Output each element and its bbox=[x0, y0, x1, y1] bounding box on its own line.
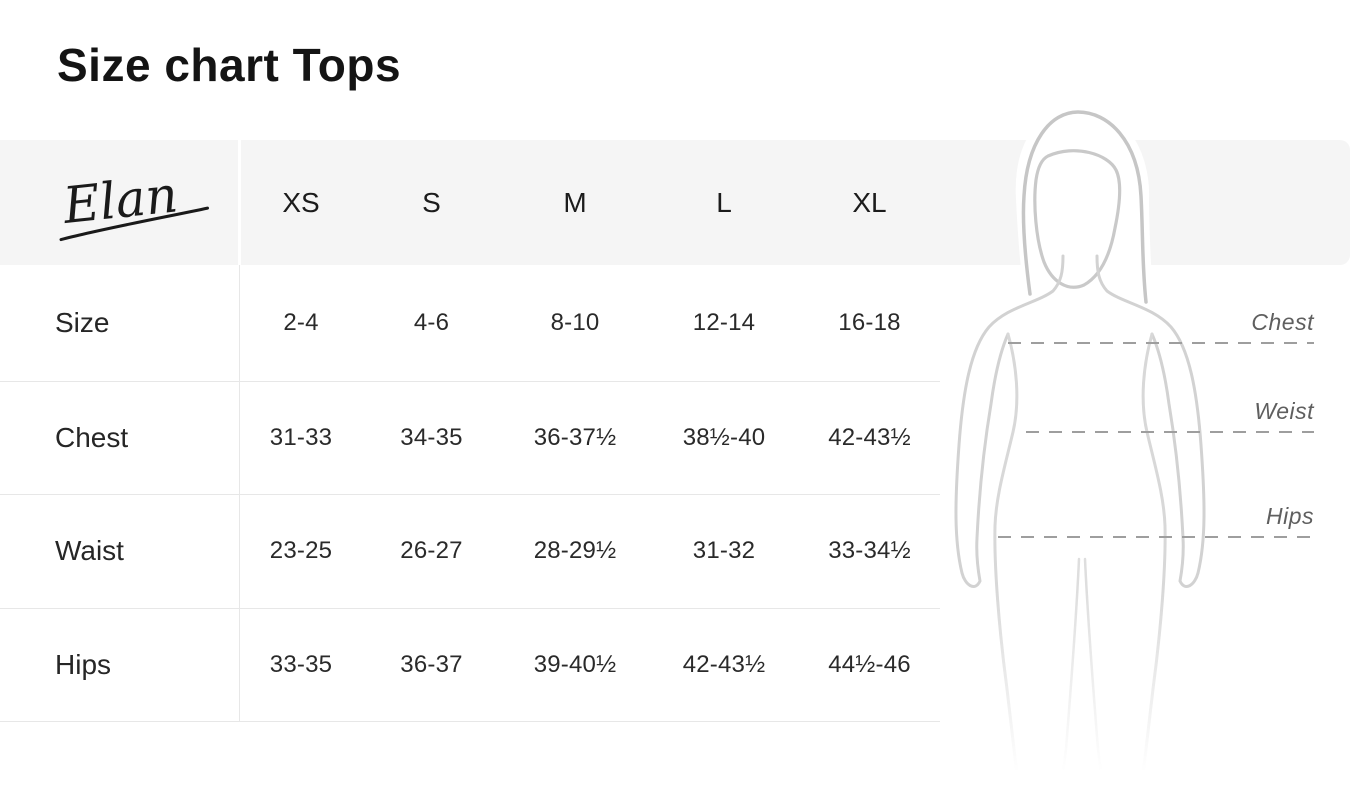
col-header-xl: XL bbox=[852, 186, 887, 218]
hips-s: 36-37 bbox=[400, 650, 463, 678]
waist-s: 26-27 bbox=[400, 537, 463, 564]
annotation-chest: Chest bbox=[1008, 309, 1314, 344]
table-row-chest: Chest 31-33 34-35 36-37½ 38½-40 42-43½ bbox=[0, 381, 940, 494]
size-l: 12-14 bbox=[692, 309, 756, 336]
chest-xl: 42-43½ bbox=[828, 423, 911, 451]
annotation-weist: Weist bbox=[1026, 398, 1314, 433]
col-header-l: L bbox=[716, 186, 732, 218]
logo-cell bbox=[0, 140, 240, 265]
table-bottom-border bbox=[0, 721, 940, 722]
row-divider bbox=[0, 608, 940, 609]
brand-logo: Elan bbox=[60, 165, 210, 242]
table-header-row: XS S M L XL bbox=[0, 140, 940, 265]
hips-dashed-line bbox=[998, 536, 1314, 538]
annotation-hips: Hips bbox=[998, 503, 1314, 538]
row-divider bbox=[0, 494, 940, 495]
chest-m: 36-37½ bbox=[533, 423, 617, 451]
size-xs: 2-4 bbox=[283, 309, 319, 336]
chest-dashed-line bbox=[1008, 342, 1314, 344]
column-divider bbox=[239, 265, 240, 721]
row-label-waist: Waist bbox=[55, 535, 124, 566]
size-m: 8-10 bbox=[550, 309, 600, 336]
annotation-chest-label: Chest bbox=[1251, 309, 1314, 335]
hips-xl: 44½-46 bbox=[828, 650, 911, 678]
col-header-s: S bbox=[422, 186, 441, 218]
column-divider-header bbox=[238, 140, 241, 265]
brand-logo-text: Elan bbox=[60, 165, 181, 235]
row-divider bbox=[0, 381, 940, 382]
size-s: 4-6 bbox=[413, 309, 450, 336]
row-label-chest: Chest bbox=[55, 421, 129, 453]
chest-s: 34-35 bbox=[400, 423, 463, 451]
row-label-hips: Hips bbox=[55, 648, 112, 680]
annotation-hips-label: Hips bbox=[1265, 503, 1314, 529]
hips-m: 39-40½ bbox=[533, 650, 617, 678]
hips-xs: 33-35 bbox=[269, 650, 333, 678]
chest-l: 38½-40 bbox=[682, 423, 766, 451]
annotation-weist-label: Weist bbox=[1254, 398, 1314, 424]
table-row-size: Size 2-4 4-6 8-10 12-14 16-18 bbox=[0, 265, 940, 381]
hips-l: 42-43½ bbox=[682, 650, 766, 678]
col-header-xs: XS bbox=[282, 186, 320, 218]
table-row-waist: Waist 23-25 26-27 28-29½ 31-32 33-34½ bbox=[0, 494, 940, 608]
waist-xs: 23-25 bbox=[269, 537, 333, 564]
table-row-hips: Hips 33-35 36-37 39-40½ 42-43½ 44½-46 bbox=[0, 608, 940, 721]
weist-dashed-line bbox=[1026, 431, 1314, 433]
size-xl: 16-18 bbox=[838, 309, 901, 336]
col-header-m: M bbox=[563, 186, 587, 218]
waist-xl: 33-34½ bbox=[828, 537, 911, 564]
figure-fade-overlay bbox=[935, 590, 1235, 804]
row-label-size: Size bbox=[55, 307, 110, 338]
page-title: Size chart Tops bbox=[57, 39, 402, 91]
waist-l: 31-32 bbox=[692, 537, 756, 564]
waist-m: 28-29½ bbox=[533, 537, 617, 564]
chest-xs: 31-33 bbox=[269, 423, 333, 451]
